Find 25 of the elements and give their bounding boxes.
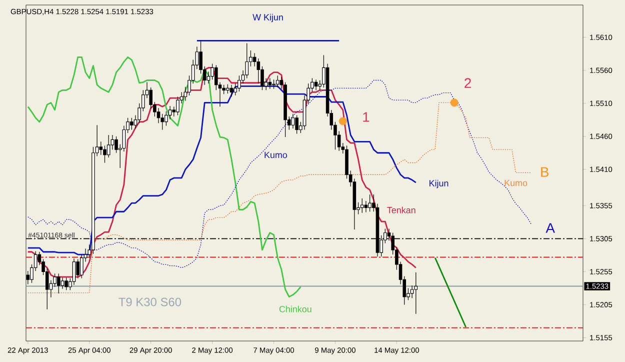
candlestick	[360, 198, 364, 214]
candlestick	[276, 75, 280, 88]
annotation: A	[546, 223, 555, 233]
text: W Kijun	[252, 14, 283, 22]
candlestick	[268, 78, 272, 90]
candlestick	[130, 118, 134, 130]
annotation: Kumo	[504, 180, 528, 186]
series-label: Tenkan	[387, 206, 416, 214]
candlestick	[414, 272, 418, 314]
series-label: Kijun	[430, 180, 448, 188]
series-label: Chinkou	[279, 306, 312, 312]
candlestick	[60, 277, 64, 290]
candlestick	[226, 84, 230, 94]
annotation: B	[541, 167, 549, 177]
annotation: 1	[363, 112, 370, 122]
annotation: T9 K30 S60	[118, 298, 182, 306]
candlestick	[64, 277, 68, 290]
candlestick	[230, 84, 234, 98]
annotation: Kumo	[264, 152, 288, 158]
annotation: 2	[464, 78, 471, 88]
candlestick	[314, 79, 318, 90]
candlestick	[57, 273, 60, 294]
candlestick	[368, 194, 372, 212]
candlestick	[295, 114, 298, 134]
candlestick	[176, 96, 180, 116]
